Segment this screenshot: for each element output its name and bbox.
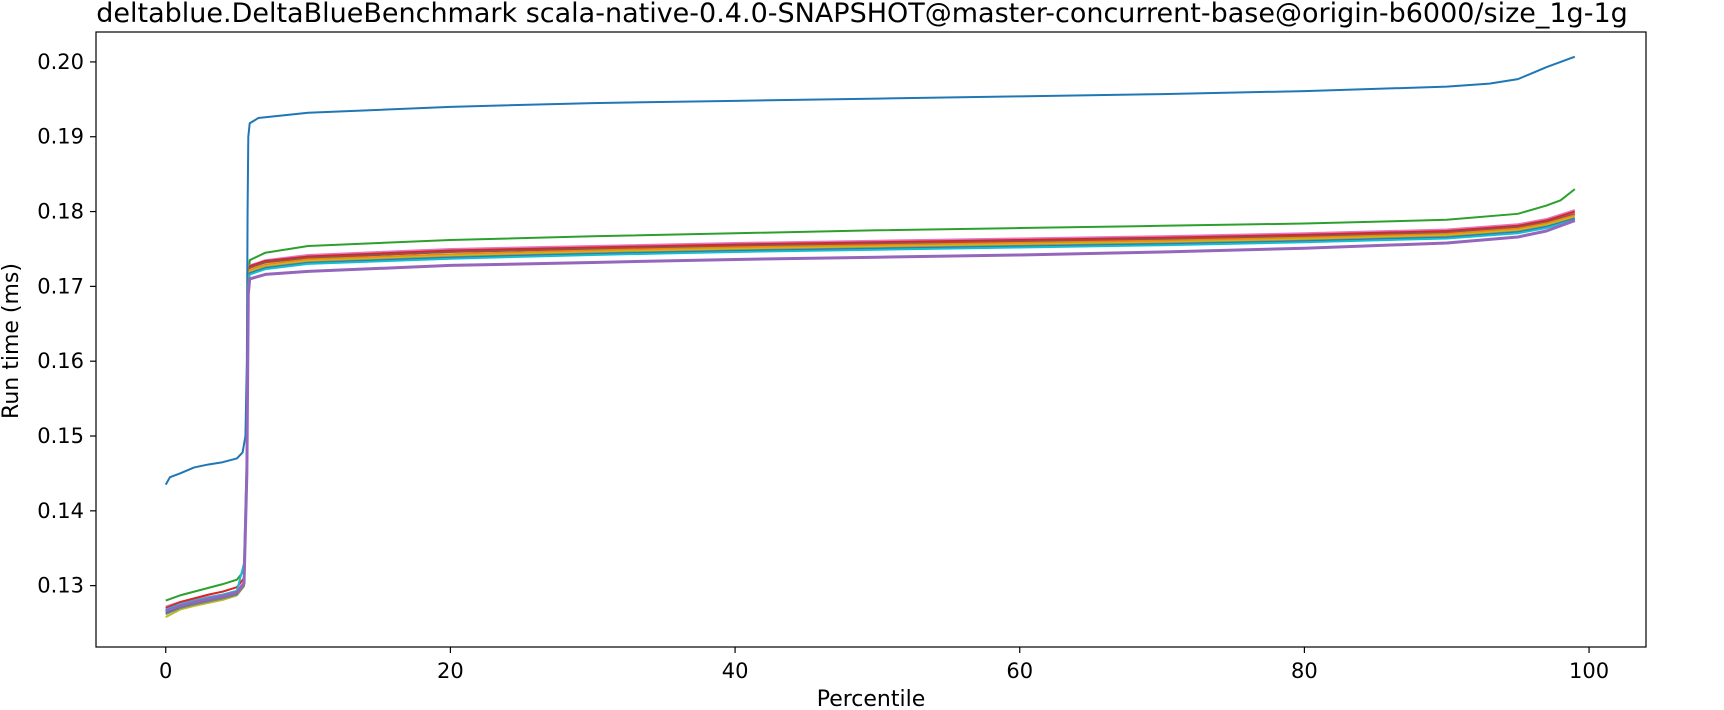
y-tick-label: 0.19 xyxy=(37,125,84,149)
x-tick-label: 100 xyxy=(1569,659,1609,683)
y-axis: 0.13 0.14 0.15 0.16 0.17 0.18 0.19 0.20 xyxy=(37,50,96,598)
series-line-1 xyxy=(164,55,1576,486)
y-tick-label: 0.18 xyxy=(37,200,84,224)
series-line-5 xyxy=(165,212,1576,613)
chart-title: deltablue.DeltaBlueBenchmark scala-nativ… xyxy=(96,0,1628,29)
y-tick-label: 0.20 xyxy=(37,50,84,74)
x-tick-label: 80 xyxy=(1291,659,1318,683)
series-line-6 xyxy=(165,214,1576,615)
series-line-10 xyxy=(165,218,1576,611)
series-line-9 xyxy=(165,218,1576,614)
x-axis: 0 20 40 60 80 100 xyxy=(159,647,1609,683)
y-axis-title: Run time (ms) xyxy=(0,263,24,419)
series-line-4 xyxy=(165,210,1576,610)
x-axis-title: Percentile xyxy=(817,687,926,710)
y-tick-label: 0.15 xyxy=(37,424,84,448)
series-line-11 xyxy=(165,219,1576,613)
y-tick-label: 0.17 xyxy=(37,274,84,298)
x-tick-label: 40 xyxy=(722,659,749,683)
series-line-7 xyxy=(165,215,1576,618)
plot-frame xyxy=(95,31,1647,648)
y-tick-label: 0.13 xyxy=(37,574,84,598)
series-layer xyxy=(164,55,1576,618)
x-tick-label: 0 xyxy=(159,659,172,683)
x-tick-label: 60 xyxy=(1006,659,1033,683)
series-line-2 xyxy=(165,188,1576,602)
y-tick-label: 0.14 xyxy=(37,499,84,523)
y-tick-label: 0.16 xyxy=(37,349,84,373)
x-tick-label: 20 xyxy=(437,659,464,683)
series-line-8 xyxy=(165,217,1576,616)
